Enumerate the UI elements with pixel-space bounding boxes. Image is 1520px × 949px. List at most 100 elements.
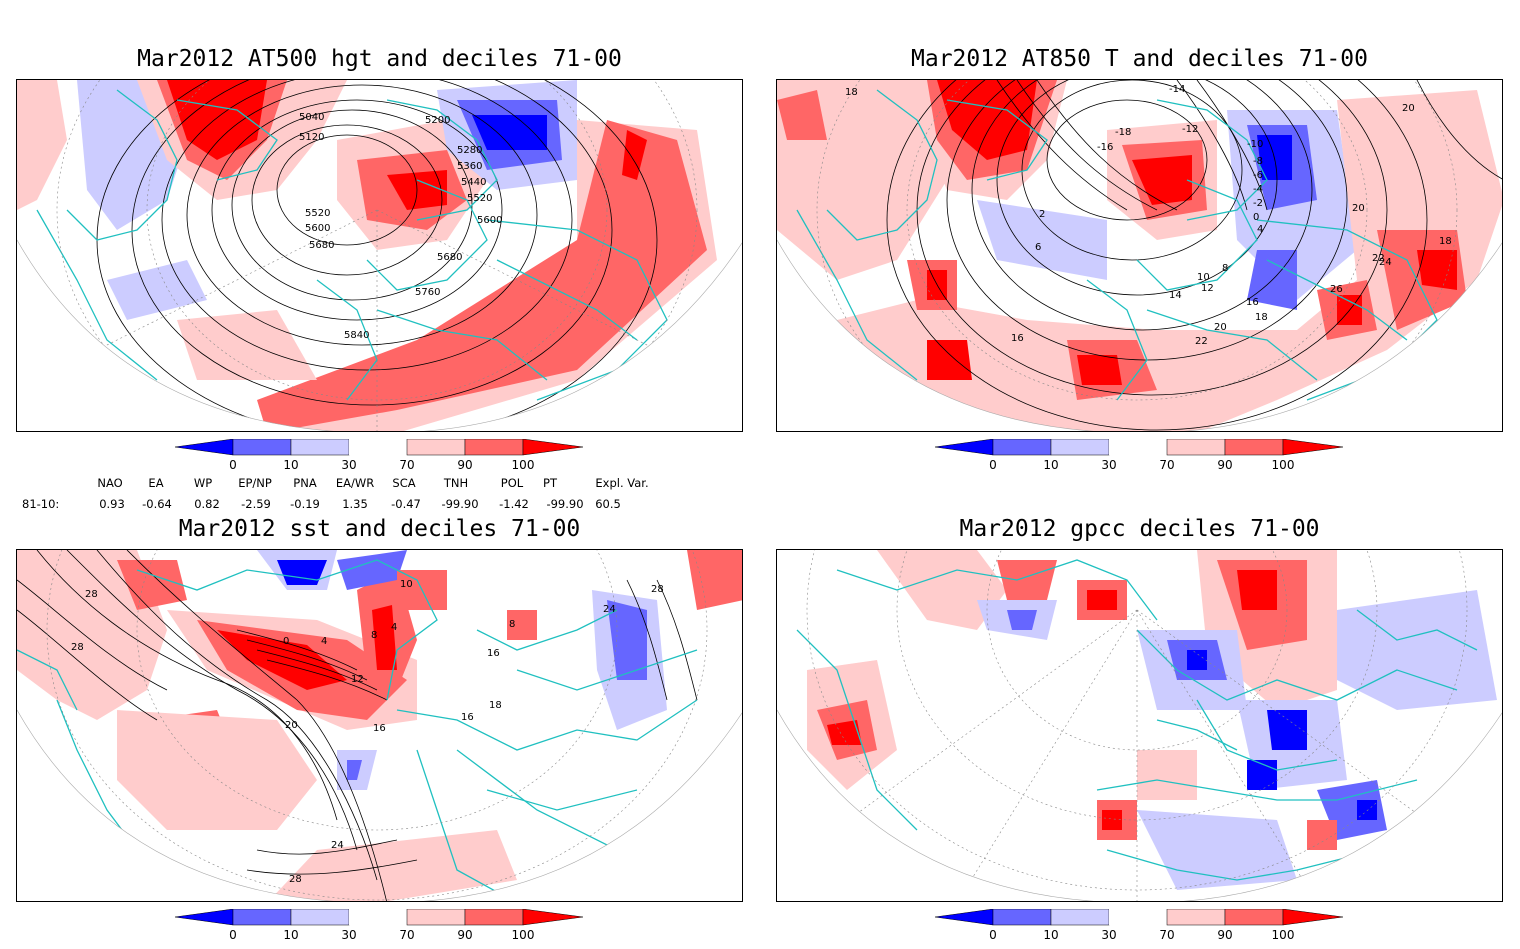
contour-label: 28 <box>85 589 98 600</box>
colorbar-label: 30 <box>1101 928 1117 942</box>
contour-label: 6 <box>1035 242 1041 253</box>
colorbar-label: 90 <box>457 458 473 472</box>
contour-label: 20 <box>1402 103 1415 114</box>
contour-label: 20 <box>1352 203 1365 214</box>
panel-title-gpcc: Mar2012 gpcc deciles 71-00 <box>959 516 1320 542</box>
colorbar-label: 70 <box>1159 928 1175 942</box>
contour-label: 5440 <box>461 177 486 188</box>
contour-label: 12 <box>351 674 364 685</box>
index-value: 1.35 <box>342 497 368 511</box>
contour-label: 5680 <box>437 252 462 263</box>
colorbar-label: 100 <box>511 928 535 942</box>
contour-label: 16 <box>461 712 474 723</box>
colorbar-swatches <box>174 438 584 456</box>
colorbar-label: 0 <box>229 928 237 942</box>
colorbar-label: 90 <box>1217 458 1233 472</box>
index-name: EA <box>148 476 164 490</box>
map-t850: -14 -12 -10 -8 -6 -4 -2 0 2 4 6 8 10 12 … <box>776 79 1503 432</box>
contour-label: -4 <box>1253 184 1263 195</box>
colorbar-label: 0 <box>989 458 997 472</box>
contour-label: 4 <box>1257 224 1263 235</box>
contour-label: 26 <box>1330 284 1343 295</box>
contour-label: 16 <box>373 723 386 734</box>
index-name: TNH <box>443 476 469 490</box>
contour-label: 28 <box>71 642 84 653</box>
contour-label: 5520 <box>467 193 492 204</box>
colorbar-label: 90 <box>457 928 473 942</box>
colorbar-bottom-left: 0 10 30 70 90 100 <box>174 908 595 949</box>
index-value: -99.90 <box>441 497 479 511</box>
contour-label: 20 <box>1214 322 1227 333</box>
contour-label: 8 <box>509 619 515 630</box>
contour-label: 5040 <box>299 112 324 123</box>
colorbar-label: 100 <box>1271 458 1295 472</box>
contour-label: 0 <box>1253 212 1259 223</box>
index-value: -0.47 <box>391 497 421 511</box>
contour-label: 5760 <box>415 287 440 298</box>
colorbar-label: 30 <box>341 458 357 472</box>
contour-label: 2 <box>1039 209 1045 220</box>
contour-label: 5360 <box>457 161 482 172</box>
colorbar-bottom-right: 0 10 30 70 90 100 <box>934 908 1355 949</box>
contour-label: 5600 <box>477 215 502 226</box>
index-name: SCA <box>392 476 416 490</box>
contour-label: 18 <box>1255 312 1268 323</box>
contour-label: 10 <box>400 579 413 590</box>
contour-label: 8 <box>371 630 377 641</box>
index-name: EP/NP <box>238 476 272 490</box>
index-value: -99.90 <box>546 497 584 511</box>
contour-label: 5680 <box>309 240 334 251</box>
map-hgt500: 5040 5120 5200 5280 5360 5440 5520 5520 … <box>16 79 743 432</box>
contour-label: 12 <box>1201 283 1214 294</box>
index-name: PT <box>543 476 557 490</box>
colorbar-label: 10 <box>283 928 299 942</box>
colorbar-label: 10 <box>283 458 299 472</box>
index-name: PNA <box>293 476 317 490</box>
contour-label: 16 <box>1246 297 1259 308</box>
contour-label: 14 <box>1169 290 1182 301</box>
contour-label: 22 <box>1195 336 1208 347</box>
contour-label: 24 <box>331 840 344 851</box>
index-value: -0.64 <box>142 497 172 511</box>
colorbar-label: 10 <box>1043 458 1059 472</box>
index-value: -1.42 <box>499 497 529 511</box>
map-sst-svg: 28 28 20 24 28 12 8 4 0 16 16 18 16 24 2… <box>17 550 742 901</box>
index-name: POL <box>500 476 524 490</box>
contour-label: 18 <box>1439 236 1452 247</box>
contour-label: 16 <box>1011 333 1024 344</box>
colorbar-label: 70 <box>399 458 415 472</box>
panel-title-hgt500: Mar2012 AT500 hgt and deciles 71-00 <box>137 46 622 72</box>
indices-header: NAO EA WP EP/NP PNA EA/WR SCA TNH POL PT… <box>0 476 760 492</box>
contour-label: -10 <box>1247 139 1263 150</box>
contour-label: 20 <box>285 720 298 731</box>
index-value: -0.19 <box>290 497 320 511</box>
colorbar-label: 70 <box>399 928 415 942</box>
map-t850-svg: -14 -12 -10 -8 -6 -4 -2 0 2 4 6 8 10 12 … <box>777 80 1502 431</box>
contour-label: 10 <box>1197 272 1210 283</box>
contour-label: 5200 <box>425 115 450 126</box>
index-value: 60.5 <box>595 497 621 511</box>
map-hgt500-svg: 5040 5120 5200 5280 5360 5440 5520 5520 … <box>17 80 742 431</box>
colorbar-swatches <box>934 908 1344 926</box>
contour-label: 18 <box>845 87 858 98</box>
contour-label: -18 <box>1115 127 1131 138</box>
contour-label: 8 <box>1222 263 1228 274</box>
contour-label: 5840 <box>344 330 369 341</box>
contour-label: 4 <box>391 622 397 633</box>
colorbar-label: 10 <box>1043 928 1059 942</box>
colorbar-label: 30 <box>341 928 357 942</box>
index-name: WP <box>193 476 213 490</box>
map-sst: 28 28 20 24 28 12 8 4 0 16 16 18 16 24 2… <box>16 549 743 902</box>
contour-label: -14 <box>1169 84 1185 95</box>
contour-label: 28 <box>289 874 302 885</box>
contour-label: 5280 <box>457 145 482 156</box>
map-gpcc <box>776 549 1503 902</box>
colorbar-swatches <box>174 908 584 926</box>
colorbar-label: 90 <box>1217 928 1233 942</box>
contour-label: 22 <box>1372 253 1385 264</box>
contour-label: -12 <box>1182 124 1198 135</box>
contour-label: -16 <box>1097 142 1113 153</box>
contour-label: 5520 <box>305 208 330 219</box>
contour-label: 16 <box>487 648 500 659</box>
colorbar-label: 100 <box>511 458 535 472</box>
